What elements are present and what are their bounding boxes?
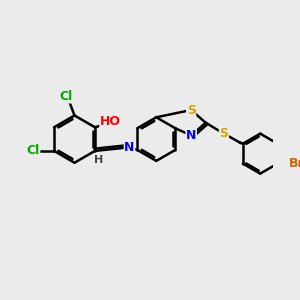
Text: Br: Br: [289, 157, 300, 170]
Text: Cl: Cl: [26, 144, 40, 158]
Text: N: N: [186, 129, 196, 142]
Text: S: S: [187, 103, 196, 116]
Text: Cl: Cl: [60, 90, 73, 103]
Text: H: H: [94, 155, 103, 165]
Text: N: N: [124, 141, 135, 154]
Text: S: S: [219, 127, 228, 140]
Text: HO: HO: [100, 115, 121, 128]
